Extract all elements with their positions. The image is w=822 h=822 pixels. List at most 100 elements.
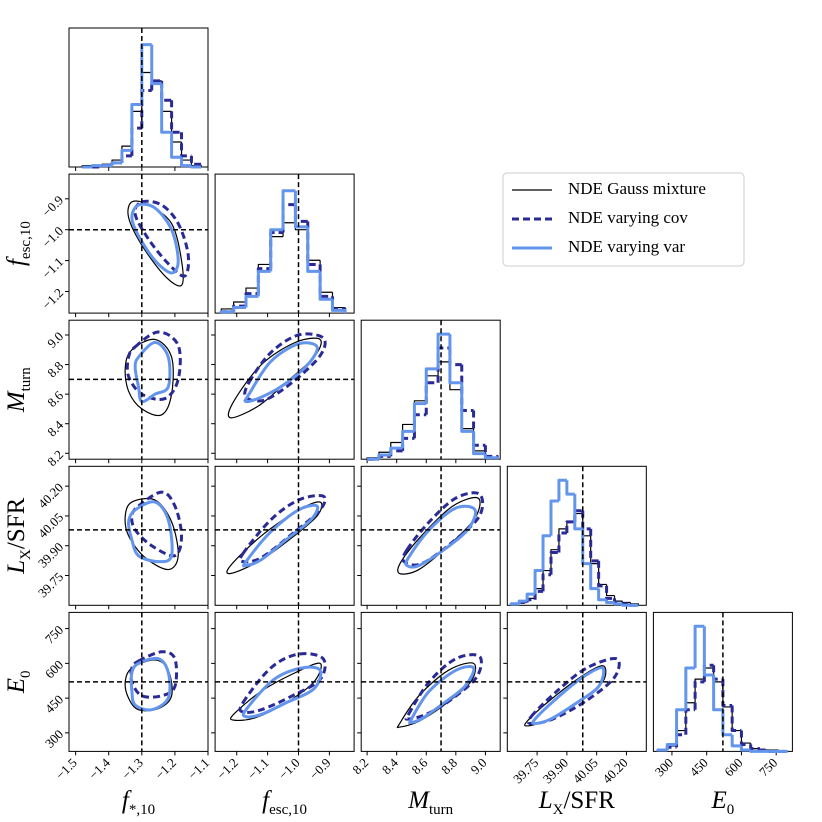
histogram-step: [549, 499, 559, 536]
panel-frame: [506, 465, 647, 606]
histogram-step: [565, 520, 575, 534]
histogram-step: [130, 102, 142, 151]
panel: [68, 27, 209, 171]
histogram-step: [589, 528, 599, 563]
contour: [130, 490, 184, 558]
label-symbol: E: [3, 678, 30, 694]
histogram-step: [189, 155, 203, 167]
legend-frame: [502, 172, 745, 267]
histogram-step: [269, 228, 284, 272]
contour: [129, 656, 172, 712]
histogram-step: [389, 446, 403, 456]
label-subscript: X: [553, 802, 564, 818]
histogram-step: [620, 603, 631, 607]
panel-frame: [214, 465, 355, 606]
axis-label: LX/SFR: [538, 787, 616, 818]
contour: [125, 330, 182, 401]
histogram-step: [293, 190, 308, 229]
panel-frame: [68, 27, 209, 168]
panel: [214, 173, 355, 318]
histogram-step: [330, 299, 347, 314]
label-symbol: M: [3, 390, 30, 413]
histogram-step: [730, 734, 742, 748]
contour: [243, 341, 319, 404]
histogram-step: [412, 402, 427, 432]
axis-label: LX/SFR: [3, 497, 34, 575]
panel: [506, 465, 647, 610]
histogram-step: [110, 161, 122, 166]
histogram-step: [306, 226, 321, 273]
histogram-step: [589, 563, 599, 591]
histogram-step: [525, 592, 536, 602]
label-symbol: f: [122, 787, 132, 814]
label-symbol: f: [3, 256, 30, 266]
histogram-step: [558, 528, 567, 550]
label-subscript: *,10: [129, 802, 155, 818]
histogram-step: [730, 705, 742, 733]
label-symbol: f: [262, 787, 272, 814]
contour: [401, 491, 485, 567]
histogram-step: [541, 534, 551, 571]
histogram-step: [401, 429, 415, 449]
histogram-step: [693, 680, 705, 710]
histogram-step: [281, 189, 296, 230]
histogram-step: [483, 453, 499, 460]
histogram-step: [702, 626, 714, 677]
histogram-step: [424, 367, 439, 404]
histogram-step: [712, 674, 723, 712]
axis-label: fesc,10: [262, 787, 307, 818]
histogram-step: [120, 148, 132, 163]
label-subscript: esc,10: [18, 221, 34, 259]
histogram-step: [565, 480, 575, 496]
histogram-step: [318, 271, 333, 301]
panel-frame: [360, 319, 501, 460]
contour: [133, 340, 172, 404]
histogram-step: [597, 560, 607, 588]
histogram-step: [739, 745, 751, 752]
histogram-step: [557, 531, 567, 553]
contour: [408, 665, 476, 725]
axis-label: Mturn: [3, 367, 34, 413]
contour: [241, 665, 323, 719]
histogram-step: [675, 708, 686, 745]
label-suffix: /SFR: [563, 787, 615, 814]
label-subscript: turn: [18, 367, 34, 392]
histogram-step: [180, 157, 192, 168]
histogram-step: [377, 453, 391, 460]
axis-label: E0: [711, 787, 735, 818]
histogram-step: [256, 267, 271, 294]
panel: [357, 465, 501, 610]
panel: [211, 465, 355, 610]
axis-label: f*,10: [122, 787, 155, 818]
label-subscript: esc,10: [269, 802, 307, 818]
panel-frame: [360, 465, 501, 606]
histogram-step: [424, 381, 439, 415]
label-symbol: L: [538, 787, 553, 814]
panel: [360, 319, 501, 464]
histogram-step: [693, 624, 705, 668]
histogram-step: [170, 132, 182, 159]
histogram-step: [749, 749, 760, 753]
histogram-step: [597, 588, 607, 602]
label-subscript: 0: [18, 671, 34, 679]
histogram-step: [90, 164, 103, 168]
label-symbol: L: [3, 560, 30, 575]
contour: [126, 500, 174, 564]
histogram-step: [517, 599, 528, 604]
histogram-step: [232, 306, 246, 312]
contour: [531, 666, 606, 726]
axis-label: Mturn: [407, 787, 453, 818]
histogram-step: [557, 478, 567, 502]
contour: [124, 338, 174, 417]
histogram-step: [180, 132, 192, 158]
histogram-step: [460, 382, 474, 433]
panel-frame: [68, 173, 209, 314]
contour: [226, 501, 323, 575]
legend: NDE Gauss mixture NDE varying cov NDE vary…: [502, 172, 745, 267]
histogram-step: [721, 679, 733, 708]
histogram-step: [605, 599, 615, 605]
contour: [243, 332, 327, 403]
histogram-step: [448, 334, 462, 385]
panel-frame: [214, 319, 355, 460]
